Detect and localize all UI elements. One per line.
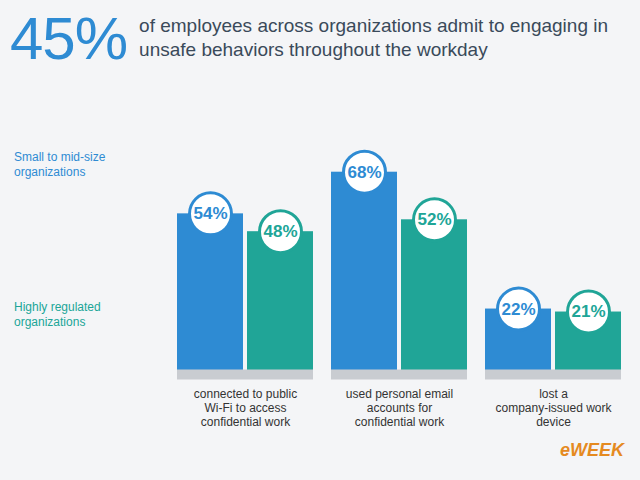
svg-text:48%: 48% <box>263 222 297 241</box>
svg-text:lost acompany-issued workdevic: lost acompany-issued workdevice <box>495 387 612 429</box>
html-text:eWEEK: eWEEK <box>560 440 624 460</box>
svg-text:52%: 52% <box>417 210 451 229</box>
svg-text:connected to publicWi-Fi to ac: connected to publicWi-Fi to accessconfid… <box>194 387 297 429</box>
html-text:Small to mid-size organization: Small to mid-size organizations <box>14 150 106 179</box>
svg-text:21%: 21% <box>571 302 605 321</box>
svg-text:68%: 68% <box>347 163 381 182</box>
svg-text:used personal emailaccounts fo: used personal emailaccounts forconfident… <box>346 387 453 429</box>
html-text:of employees across organizati: of employees across organizations admit … <box>139 15 608 60</box>
html-text:45%: 45% <box>10 5 128 72</box>
svg-text:22%: 22% <box>501 299 535 318</box>
svg-text:54%: 54% <box>193 204 227 223</box>
html-text:Highly regulated organizations: Highly regulated organizations <box>14 300 101 329</box>
